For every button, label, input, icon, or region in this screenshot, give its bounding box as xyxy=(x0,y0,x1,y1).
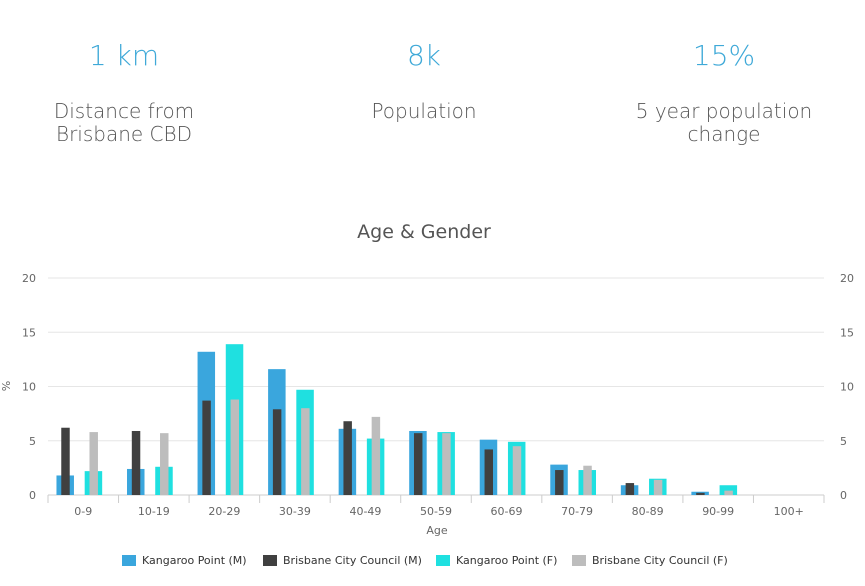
x-tick-label: 10-19 xyxy=(138,505,170,518)
x-tick-label: 40-49 xyxy=(349,505,381,518)
legend-swatch xyxy=(572,555,586,566)
bar xyxy=(343,421,352,495)
bar xyxy=(230,399,240,495)
legend: Kangaroo Point (M) Brisbane City Council … xyxy=(122,554,728,567)
bar xyxy=(484,449,494,495)
bar xyxy=(272,409,282,495)
bar xyxy=(371,416,381,495)
y-tick-label: 20 xyxy=(840,272,854,285)
legend-label: Brisbane City Council (M) xyxy=(283,554,422,567)
stat-value: 8k xyxy=(406,39,442,72)
bar xyxy=(442,433,451,495)
x-tick-label: 50-59 xyxy=(420,505,452,518)
chart-svg: Age & Gender 0 5 10 15 20 0 5 10 15 20 0-9 10-19 2… xyxy=(0,221,854,567)
y-axis-title: % xyxy=(0,381,13,391)
bar xyxy=(625,483,635,495)
stats-row: 1 km Distance from Brisbane CBD 8k Popul… xyxy=(0,0,865,180)
x-tick-label: 90-99 xyxy=(702,505,734,518)
stat-population: 8k Population xyxy=(294,38,554,123)
stat-label: Distance from Brisbane CBD xyxy=(53,99,195,146)
legend-swatch xyxy=(122,555,136,566)
chart-title: Age & Gender xyxy=(357,221,491,243)
age-gender-chart: Age & Gender 0 5 10 15 20 0 5 10 15 20 0-9 10-19 2… xyxy=(0,210,865,586)
stat-population-change: 15% 5 year population change xyxy=(594,38,854,146)
x-tick-label: 100+ xyxy=(774,505,804,518)
y-tick-label: 15 xyxy=(22,326,36,339)
legend-label: Kangaroo Point (M) xyxy=(142,554,247,567)
bar xyxy=(724,490,733,495)
y-tick-label: 0 xyxy=(29,489,36,502)
y-tick-label: 10 xyxy=(22,381,36,394)
bar xyxy=(555,470,564,495)
stat-label: 5 year population change xyxy=(635,99,813,146)
legend-label: Kangaroo Point (F) xyxy=(456,554,557,567)
y-tick-label: 0 xyxy=(840,489,847,502)
x-tick-label: 70-79 xyxy=(561,505,593,518)
bar xyxy=(696,492,705,495)
stat-value: 15% xyxy=(692,39,756,72)
y-tick-label: 5 xyxy=(29,435,36,448)
bar xyxy=(202,400,211,495)
x-tick-label: 60-69 xyxy=(491,505,523,518)
stat-label: Population xyxy=(371,99,477,123)
x-tick-label: 0-9 xyxy=(74,505,92,518)
bar xyxy=(719,485,738,495)
y-tick-label: 20 xyxy=(22,272,36,285)
bar xyxy=(131,430,141,495)
x-tick-label: 30-39 xyxy=(279,505,311,518)
x-tick-label: 80-89 xyxy=(632,505,664,518)
bar xyxy=(89,432,98,495)
stat-value: 1 km xyxy=(88,39,160,72)
bars xyxy=(56,344,738,495)
y-tick-label: 5 xyxy=(840,435,847,448)
stat-distance: 1 km Distance from Brisbane CBD xyxy=(0,38,254,146)
legend-label: Brisbane City Council (F) xyxy=(592,554,728,567)
bar xyxy=(413,433,423,495)
x-axis-title: Age xyxy=(426,524,448,537)
x-tick-label: 20-29 xyxy=(208,505,240,518)
y-tick-label: 15 xyxy=(840,326,854,339)
y-axis-left: 0 5 10 15 20 xyxy=(22,272,36,502)
bar xyxy=(653,479,663,495)
legend-swatch xyxy=(436,555,450,566)
bar xyxy=(512,446,522,495)
bar xyxy=(583,465,592,495)
y-tick-label: 10 xyxy=(840,381,854,394)
bar xyxy=(61,427,70,495)
x-axis: 0-9 10-19 20-29 30-39 40-49 50-59 60-69 70-79 80… xyxy=(47,495,825,518)
y-axis-right: 0 5 10 15 20 xyxy=(840,272,854,502)
legend-swatch xyxy=(263,555,277,566)
bar xyxy=(160,433,169,495)
bar xyxy=(301,408,310,495)
